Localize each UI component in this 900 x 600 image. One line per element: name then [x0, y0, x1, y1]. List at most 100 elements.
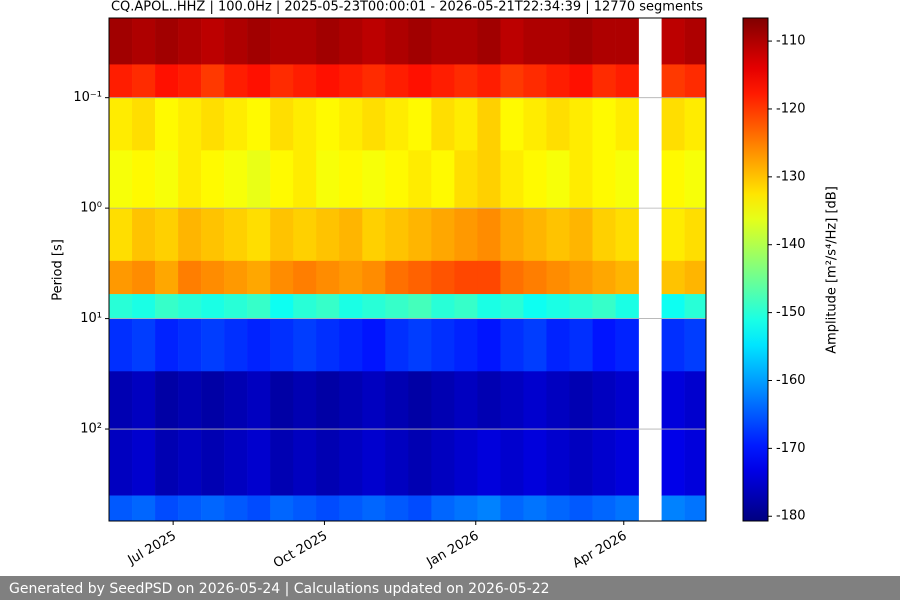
heatmap-cell: [615, 318, 639, 372]
heatmap-cell: [293, 294, 317, 319]
heatmap-cell: [362, 371, 386, 430]
heatmap-cell: [224, 294, 248, 319]
heatmap-cell: [270, 429, 294, 496]
heatmap-cell: [615, 294, 639, 319]
heatmap-cell: [132, 97, 156, 151]
heatmap-cell: [247, 64, 271, 98]
heatmap-cell: [178, 318, 202, 372]
heatmap-cell: [224, 64, 248, 98]
heatmap-cell: [155, 208, 179, 262]
heatmap-cell: [293, 260, 317, 295]
heatmap-cell: [546, 371, 570, 430]
heatmap-cell: [500, 495, 524, 522]
heatmap-cell: [661, 429, 685, 496]
heatmap-cell: [546, 260, 570, 295]
heatmap-cell: [270, 318, 294, 372]
heatmap-cell: [293, 371, 317, 430]
heatmap-cell: [523, 208, 547, 262]
heatmap-cell: [592, 495, 616, 522]
heatmap-cell: [661, 260, 685, 295]
heatmap-cell: [339, 260, 363, 295]
heatmap-cell: [408, 18, 432, 65]
heatmap-cell: [408, 208, 432, 262]
heatmap-cell: [132, 371, 156, 430]
heatmap-cell: [684, 64, 707, 98]
heatmap-cell: [569, 64, 593, 98]
heatmap-cell: [339, 318, 363, 372]
heatmap-cell: [316, 64, 340, 98]
heatmap-cell: [362, 64, 386, 98]
heatmap-cell: [615, 260, 639, 295]
y-tick-label: 10⁰: [80, 201, 102, 216]
heatmap-cell: [500, 371, 524, 430]
heatmap-cell: [684, 318, 707, 372]
heatmap-cell: [316, 97, 340, 151]
heatmap-cell: [132, 318, 156, 372]
heatmap-cell: [224, 208, 248, 262]
heatmap-cell: [201, 371, 225, 430]
heatmap-cell: [132, 429, 156, 496]
heatmap-cell: [155, 64, 179, 98]
colorbar-tick-label: -170: [776, 441, 806, 456]
heatmap-cell: [270, 495, 294, 522]
heatmap-cell: [224, 429, 248, 496]
heatmap-cell: [431, 208, 455, 262]
heatmap-cell: [408, 260, 432, 295]
heatmap-cell: [592, 150, 616, 209]
heatmap-cell: [293, 429, 317, 496]
heatmap-cell: [339, 208, 363, 262]
heatmap-cell: [316, 495, 340, 522]
heatmap-cell: [431, 318, 455, 372]
heatmap-cell: [661, 495, 685, 522]
heatmap-cell: [178, 429, 202, 496]
heatmap-cell: [661, 208, 685, 262]
heatmap-cell: [385, 64, 409, 98]
heatmap-cell: [592, 371, 616, 430]
heatmap-cell: [247, 371, 271, 430]
heatmap-cell: [224, 18, 248, 65]
colorbar-tick-label: -180: [776, 509, 806, 524]
heatmap-cell: [431, 150, 455, 209]
heatmap-cell: [477, 294, 501, 319]
heatmap-cell: [201, 150, 225, 209]
heatmap-cell: [569, 318, 593, 372]
heatmap-cell: [339, 150, 363, 209]
heatmap-cell: [454, 97, 478, 151]
heatmap-cell: [201, 18, 225, 65]
heatmap-cell: [201, 97, 225, 151]
heatmap-cell: [109, 64, 133, 98]
heatmap-cell: [362, 18, 386, 65]
heatmap-cell: [339, 495, 363, 522]
heatmap-cell: [592, 64, 616, 98]
colorbar-tick-label: -150: [776, 305, 806, 320]
y-tick-label: 10²: [80, 422, 102, 437]
heatmap-cell: [224, 150, 248, 209]
heatmap-cell: [500, 318, 524, 372]
heatmap-cell: [408, 495, 432, 522]
heatmap-cell: [339, 18, 363, 65]
heatmap-cell: [385, 18, 409, 65]
heatmap-cell: [385, 294, 409, 319]
heatmap-cell: [661, 18, 685, 65]
heatmap-cell: [293, 64, 317, 98]
heatmap-cell: [500, 97, 524, 151]
heatmap-cell: [523, 318, 547, 372]
chart-title: CQ.APOL..HHZ | 100.0Hz | 2025-05-23T00:0…: [111, 0, 703, 15]
heatmap-cell: [615, 18, 639, 65]
heatmap-cell: [500, 150, 524, 209]
heatmap-cell: [546, 64, 570, 98]
heatmap-cell: [661, 64, 685, 98]
heatmap-cell: [155, 371, 179, 430]
heatmap-cell: [615, 371, 639, 430]
heatmap-cell: [385, 208, 409, 262]
heatmap-cell: [431, 64, 455, 98]
heatmap-cell: [362, 97, 386, 151]
heatmap-cell: [339, 64, 363, 98]
heatmap-cell: [569, 97, 593, 151]
heatmap-cell: [155, 294, 179, 319]
heatmap-cell: [454, 318, 478, 372]
heatmap-cell: [477, 64, 501, 98]
heatmap-cell: [109, 18, 133, 65]
heatmap-cell: [109, 318, 133, 372]
heatmap-cell: [362, 495, 386, 522]
